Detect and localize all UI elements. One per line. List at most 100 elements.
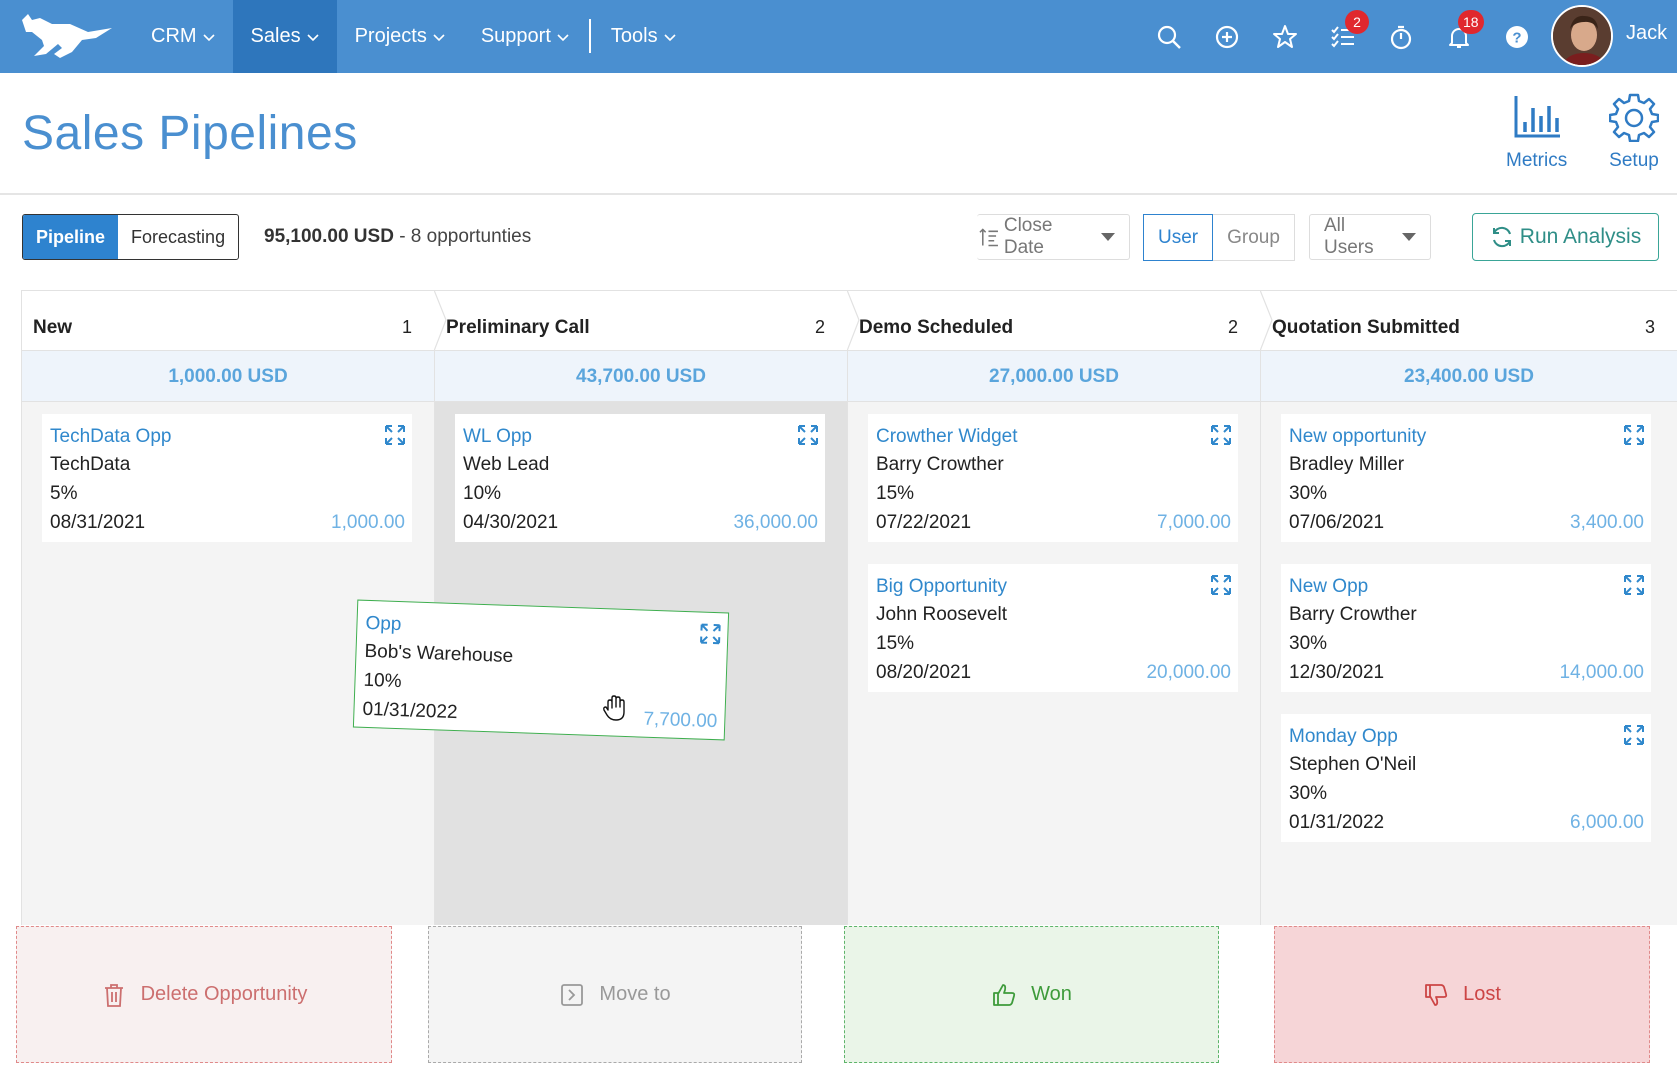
- opportunity-card[interactable]: Big Opportunity John Roosevelt 15% 08/20…: [868, 564, 1238, 692]
- metrics-button[interactable]: Metrics: [1506, 92, 1567, 172]
- expand-icon[interactable]: [1209, 423, 1233, 447]
- nav-projects[interactable]: Projects: [337, 0, 463, 73]
- star-icon: [1273, 24, 1297, 48]
- expand-icon[interactable]: [698, 621, 723, 646]
- trash-icon: [104, 983, 123, 1007]
- card-close-date: 07/22/2021: [876, 512, 972, 533]
- card-probability: 30%: [1289, 783, 1328, 804]
- tab-pipeline[interactable]: Pipeline: [23, 215, 119, 259]
- users-filter-label: All Users: [1324, 215, 1374, 258]
- delete-drop-zone[interactable]: Delete Opportunity: [16, 926, 392, 1063]
- opportunity-card[interactable]: Monday Opp Stephen O'Neil 30% 01/31/2022…: [1281, 714, 1651, 842]
- card-title[interactable]: New Opp: [1289, 576, 1369, 597]
- move-to-drop-zone[interactable]: Move to: [428, 926, 802, 1063]
- nav-crm-label: CRM: [151, 25, 197, 47]
- won-drop-zone[interactable]: Won: [844, 926, 1219, 1063]
- lost-drop-zone[interactable]: Lost: [1274, 926, 1650, 1063]
- logo-icon[interactable]: [18, 10, 113, 62]
- card-amount: 3,400.00: [1570, 512, 1644, 533]
- card-company: Stephen O'Neil: [1289, 754, 1417, 775]
- opportunity-card[interactable]: New opportunity Bradley Miller 30% 07/06…: [1281, 414, 1651, 542]
- nav-crm[interactable]: CRM: [133, 0, 233, 73]
- expand-icon[interactable]: [1622, 723, 1646, 747]
- toggle-user[interactable]: User: [1143, 214, 1214, 261]
- add-icon: [1215, 25, 1239, 48]
- stage-arrow-separator: [847, 290, 860, 351]
- sort-dropdown[interactable]: Close Date: [977, 214, 1130, 260]
- view-switcher: Pipeline Forecasting: [22, 214, 240, 260]
- card-title[interactable]: New opportunity: [1289, 426, 1427, 447]
- card-title[interactable]: Opp: [365, 612, 402, 636]
- card-probability: 10%: [363, 669, 402, 693]
- nav-tools[interactable]: Tools: [593, 0, 694, 73]
- help-button[interactable]: ?: [1488, 0, 1546, 73]
- card-probability: 15%: [876, 483, 915, 504]
- opportunity-card[interactable]: WL Opp Web Lead 10% 04/30/2021 36,000.00: [455, 414, 825, 542]
- thumbs-up-icon: [993, 983, 1016, 1006]
- notifications-button[interactable]: 18: [1430, 0, 1488, 73]
- users-filter-dropdown[interactable]: All Users: [1309, 214, 1431, 260]
- opportunity-card[interactable]: Crowther Widget Barry Crowther 15% 07/22…: [868, 414, 1238, 542]
- sort-label: Close Date: [1003, 215, 1053, 258]
- stage-total: 23,400.00 USD: [1261, 351, 1677, 402]
- timer-button[interactable]: [1372, 0, 1430, 73]
- card-title[interactable]: Crowther Widget: [876, 426, 1018, 447]
- timer-icon: [1390, 25, 1412, 49]
- search-button[interactable]: [1140, 0, 1198, 73]
- move-icon: [561, 983, 584, 1006]
- notifications-badge: 18: [1458, 10, 1484, 34]
- stage-title: Demo Scheduled: [859, 317, 1014, 338]
- card-title[interactable]: Monday Opp: [1289, 726, 1398, 747]
- nav-support-label: Support: [480, 25, 551, 47]
- user-name[interactable]: Jack: [1626, 22, 1668, 44]
- stage-title: New: [33, 317, 73, 338]
- card-company: Barry Crowther: [876, 454, 1004, 475]
- add-button[interactable]: [1198, 0, 1256, 73]
- card-probability: 5%: [50, 483, 78, 504]
- expand-icon[interactable]: [383, 423, 407, 447]
- pipeline-board: New 1 1,000.00 USD TechData Opp TechData…: [21, 290, 1677, 925]
- toggle-group[interactable]: Group: [1213, 214, 1295, 261]
- setup-button[interactable]: Setup: [1609, 92, 1659, 172]
- user-photo-icon: [1553, 7, 1611, 65]
- card-title[interactable]: WL Opp: [463, 426, 532, 447]
- refresh-icon: [1492, 226, 1511, 248]
- stage-total: 43,700.00 USD: [435, 351, 847, 402]
- card-amount: 1,000.00: [331, 512, 405, 533]
- nav-sales[interactable]: Sales: [232, 0, 337, 73]
- stage-arrow-separator: [1260, 290, 1273, 351]
- card-amount: 6,000.00: [1570, 812, 1644, 833]
- expand-icon[interactable]: [1209, 573, 1233, 597]
- card-title[interactable]: TechData Opp: [50, 426, 172, 447]
- gear-icon: [1609, 93, 1659, 142]
- avatar[interactable]: [1551, 5, 1613, 67]
- card-company: Bradley Miller: [1289, 454, 1405, 475]
- chevron-down-icon: [557, 33, 569, 41]
- chevron-down-icon: [664, 33, 676, 41]
- stage-header: Preliminary Call 2: [435, 290, 847, 351]
- nav-projects-label: Projects: [354, 25, 427, 47]
- expand-icon[interactable]: [1622, 423, 1646, 447]
- card-probability: 10%: [463, 483, 502, 504]
- tasks-button[interactable]: 2: [1314, 0, 1372, 73]
- tasks-badge: 2: [1345, 10, 1369, 34]
- stage-title: Quotation Submitted: [1272, 317, 1460, 338]
- nav-support[interactable]: Support: [463, 0, 587, 73]
- pipeline-total: 95,100.00 USD: [264, 226, 394, 247]
- nav-separator: [588, 19, 591, 53]
- expand-icon[interactable]: [1622, 573, 1646, 597]
- card-close-date: 08/20/2021: [876, 662, 972, 683]
- card-company: Barry Crowther: [1289, 604, 1417, 625]
- tab-forecasting[interactable]: Forecasting: [131, 226, 226, 247]
- move-label: Move to: [599, 983, 671, 1005]
- opportunity-card[interactable]: TechData Opp TechData 5% 08/31/2021 1,00…: [42, 414, 412, 542]
- expand-icon[interactable]: [796, 423, 820, 447]
- favorites-button[interactable]: [1256, 0, 1314, 73]
- card-close-date: 12/30/2021: [1289, 662, 1385, 683]
- run-analysis-button[interactable]: Run Analysis: [1472, 213, 1659, 261]
- opportunity-card[interactable]: New Opp Barry Crowther 30% 12/30/2021 14…: [1281, 564, 1651, 692]
- page-title: Sales Pipelines: [22, 107, 358, 160]
- dragging-opportunity-card[interactable]: Opp Bob's Warehouse 10% 01/31/2022 7,700…: [352, 599, 730, 741]
- delete-label: Delete Opportunity: [140, 983, 308, 1005]
- card-title[interactable]: Big Opportunity: [876, 576, 1007, 597]
